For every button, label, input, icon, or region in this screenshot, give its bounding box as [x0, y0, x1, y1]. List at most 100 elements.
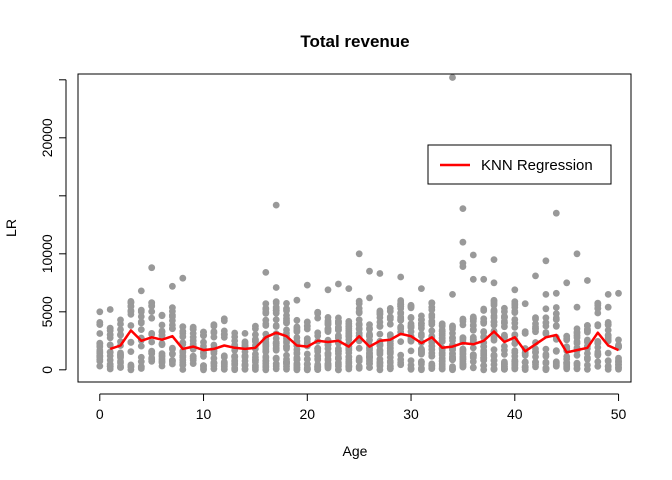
data-point — [366, 267, 373, 275]
data-point — [511, 358, 519, 366]
data-point — [490, 346, 498, 353]
data-point — [355, 354, 363, 362]
data-point — [501, 331, 508, 339]
knn-regression-line — [109, 329, 620, 354]
data-point — [324, 314, 332, 321]
data-point — [303, 325, 311, 333]
data-point — [293, 346, 301, 353]
x-tick-label: 50 — [611, 406, 627, 422]
points-layer — [96, 74, 622, 374]
data-point — [335, 334, 342, 342]
data-point — [490, 334, 498, 342]
chart-title: Total revenue — [300, 32, 409, 51]
data-point — [594, 309, 602, 317]
y-tick-label: 10000 — [39, 234, 55, 273]
data-point — [469, 314, 477, 322]
data-point — [615, 354, 622, 362]
data-point — [96, 362, 104, 370]
data-point — [200, 342, 207, 350]
data-point — [169, 311, 176, 319]
data-point — [542, 314, 550, 322]
data-point — [179, 333, 187, 341]
data-point — [366, 321, 373, 328]
data-point — [314, 356, 322, 364]
data-point — [573, 360, 581, 368]
data-point — [573, 250, 581, 258]
data-point — [532, 272, 539, 280]
data-point — [96, 339, 104, 347]
data-point — [252, 335, 259, 343]
data-point — [480, 328, 488, 336]
data-point — [189, 337, 197, 345]
data-point — [438, 334, 446, 342]
data-point — [158, 327, 166, 335]
data-point — [552, 361, 560, 369]
data-point — [376, 330, 384, 338]
data-point — [355, 308, 363, 316]
data-point — [272, 335, 280, 342]
data-point — [158, 321, 166, 329]
data-point — [407, 314, 415, 322]
x-tick-label: 30 — [403, 406, 419, 422]
data-point — [158, 311, 166, 319]
data-point — [148, 347, 156, 355]
data-point — [137, 287, 145, 295]
data-point — [220, 315, 228, 323]
data-point — [293, 316, 301, 324]
data-point — [303, 318, 311, 326]
data-point — [563, 353, 571, 360]
data-point — [252, 331, 259, 338]
data-point — [490, 366, 498, 373]
data-point — [252, 325, 259, 333]
y-axis: 0 5000 10000 20000 — [39, 79, 67, 374]
data-point — [179, 339, 187, 346]
data-point — [262, 300, 270, 308]
data-point — [106, 306, 114, 313]
data-point — [532, 325, 539, 332]
data-point — [303, 365, 311, 373]
data-point — [303, 281, 311, 289]
data-point — [355, 325, 363, 333]
data-point — [397, 310, 405, 318]
x-tick-label: 20 — [300, 406, 316, 422]
data-point — [459, 354, 467, 362]
data-point — [469, 327, 477, 334]
data-point — [542, 319, 550, 327]
data-point — [584, 322, 591, 330]
data-point — [418, 285, 425, 292]
data-point — [293, 296, 301, 304]
data-point — [418, 348, 425, 356]
data-point — [501, 366, 508, 373]
data-point — [106, 341, 114, 349]
data-point — [604, 303, 612, 311]
data-point — [418, 364, 425, 372]
data-point — [542, 358, 550, 366]
data-point — [137, 365, 145, 372]
data-point — [615, 336, 622, 344]
x-axis: 0 10 20 30 40 50 — [96, 393, 627, 422]
data-point — [169, 344, 176, 352]
data-point — [106, 324, 114, 332]
data-point — [397, 273, 405, 281]
data-point — [449, 291, 456, 298]
data-point — [231, 352, 239, 360]
data-point — [272, 323, 280, 330]
data-point — [220, 330, 228, 338]
data-point — [117, 316, 124, 324]
data-point — [345, 320, 353, 328]
data-point — [148, 264, 156, 272]
data-point — [272, 346, 280, 354]
data-point — [137, 318, 145, 326]
data-point — [179, 361, 187, 369]
data-point — [355, 344, 363, 352]
data-point — [148, 330, 156, 337]
data-point — [376, 270, 384, 277]
data-point — [231, 366, 239, 374]
data-point — [220, 360, 228, 368]
data-point — [407, 347, 415, 355]
data-point — [407, 361, 415, 369]
data-point — [345, 353, 353, 361]
data-point — [563, 332, 571, 340]
data-point — [127, 311, 135, 318]
